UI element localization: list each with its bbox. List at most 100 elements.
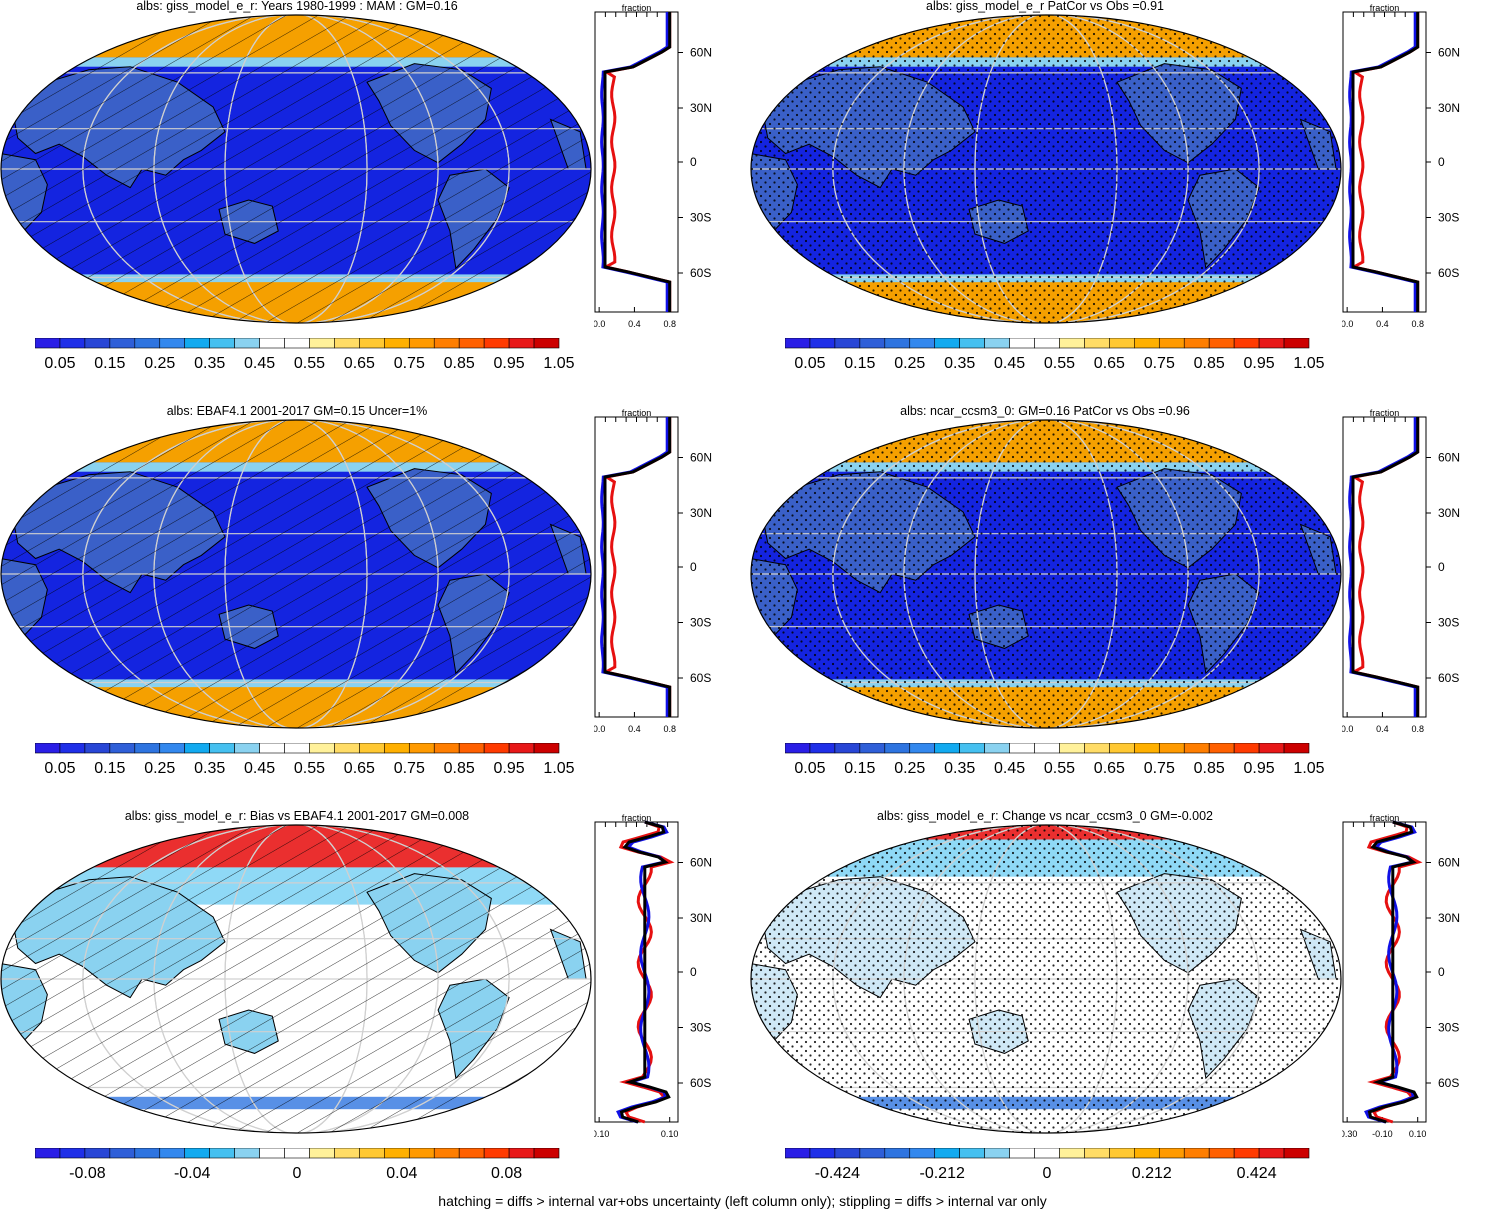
colorbar-swatch xyxy=(809,1148,836,1159)
colorbar-swatch xyxy=(84,743,111,754)
profile-tick-label: -0.10 xyxy=(594,1129,609,1139)
map-p4 xyxy=(750,419,1342,729)
profile-curve xyxy=(601,417,672,717)
colorbar-label: 0.65 xyxy=(344,760,375,777)
profile-tick-label: 0.8 xyxy=(1411,724,1424,734)
colorbar-swatch xyxy=(834,338,861,349)
colorbar-label: 0.04 xyxy=(386,1165,417,1182)
latitude-tick-label: 0 xyxy=(690,560,697,574)
colorbar-p5: -0.08 -0.04 0 0.04 0.08 xyxy=(35,1148,560,1182)
colorbar-swatch xyxy=(384,1148,410,1159)
map-p6 xyxy=(750,824,1342,1134)
colorbar-swatch xyxy=(309,743,335,754)
profile-tick-label: 0.8 xyxy=(1411,319,1424,329)
colorbar-swatch xyxy=(859,743,886,754)
colorbar-swatch xyxy=(1009,338,1035,349)
colorbar-label: 0 xyxy=(293,1165,302,1182)
profile-tick-label: 0.4 xyxy=(628,724,641,734)
colorbar-label: 0.75 xyxy=(1144,760,1175,777)
colorbar-label: 1.05 xyxy=(543,760,574,777)
profile-curve xyxy=(1367,820,1419,1124)
colorbar-label: 0.45 xyxy=(244,760,275,777)
colorbar-swatch xyxy=(433,338,460,349)
colorbar-swatch xyxy=(859,338,886,349)
colorbar-swatch xyxy=(109,1148,136,1159)
colorbar-swatch xyxy=(1158,338,1185,349)
colorbar-swatch xyxy=(234,338,260,349)
latitude-tick-label: 30S xyxy=(690,1021,711,1035)
profile-axis-label: fraction xyxy=(622,4,652,13)
colorbar-swatch xyxy=(1183,338,1210,349)
colorbar-label: 1.05 xyxy=(1293,355,1324,372)
colorbar-label: 0.95 xyxy=(1244,355,1275,372)
map-p3 xyxy=(0,419,592,729)
latitude-tick-label: 0 xyxy=(1438,155,1445,169)
colorbar-swatch xyxy=(159,743,186,754)
colorbar-swatch xyxy=(785,338,811,349)
colorbar-swatch xyxy=(1134,743,1160,754)
colorbar-label: 0.55 xyxy=(1044,355,1075,372)
colorbar-label: 0.65 xyxy=(1094,760,1125,777)
colorbar-swatch xyxy=(909,1148,936,1159)
colorbar-label: 0.55 xyxy=(294,760,325,777)
colorbar-label: 0.25 xyxy=(894,760,925,777)
colorbar-label: 1.05 xyxy=(1293,760,1324,777)
colorbar-label: 0.15 xyxy=(844,355,875,372)
profile-tick-label: 0.0 xyxy=(594,724,605,734)
colorbar-label: 0.45 xyxy=(994,760,1025,777)
latitude-tick-label: 0 xyxy=(690,965,697,979)
colorbar-swatch xyxy=(533,1148,560,1159)
colorbar-swatch xyxy=(35,743,61,754)
colorbar-label: 0.45 xyxy=(244,355,275,372)
latitude-tick-label: 30S xyxy=(690,211,711,225)
latitude-tick-label: 60S xyxy=(690,671,711,685)
colorbar-swatch xyxy=(884,338,911,349)
latitude-tick-label: 0 xyxy=(1438,560,1445,574)
colorbar-swatch xyxy=(433,1148,460,1159)
colorbar-swatch xyxy=(458,743,485,754)
profile-tick-label: 0.10 xyxy=(661,1129,679,1139)
colorbar-label: 0.55 xyxy=(1044,760,1075,777)
zonal-profile-p4: fraction 60N 30N 0 30S 60S 0.0 0.4 0.8 xyxy=(1342,409,1460,734)
colorbar-label: -0.424 xyxy=(815,1165,860,1182)
colorbar-label: 0.212 xyxy=(1132,1165,1172,1182)
colorbar-swatch xyxy=(483,743,510,754)
colorbar-swatch xyxy=(483,1148,510,1159)
colorbar-swatch xyxy=(359,1148,385,1159)
colorbar-swatch xyxy=(309,1148,335,1159)
profile-curve xyxy=(603,417,672,717)
colorbar-swatch xyxy=(359,338,385,349)
colorbar-swatch xyxy=(35,338,61,349)
latitude-tick-label: 30S xyxy=(1438,1021,1459,1035)
colorbar-swatch xyxy=(934,743,960,754)
colorbar-swatch xyxy=(184,338,210,349)
profile-tick-label: 0.0 xyxy=(594,319,605,329)
colorbar-swatch xyxy=(209,338,235,349)
profile-tick-label: 0.8 xyxy=(663,319,676,329)
latitude-tick-label: 60S xyxy=(690,1076,711,1090)
zonal-profile-p6: fraction 60N 30N 0 30S 60S -0.30 -0.10 0.10 xyxy=(1342,814,1460,1139)
zonal-profile-p3: fraction 60N 30N 0 30S 60S 0.0 0.4 0.8 xyxy=(594,409,712,734)
panel-title-p6: albs: giss_model_e_r: Change vs ncar_ccs… xyxy=(877,809,1213,823)
colorbar-swatch xyxy=(1059,1148,1085,1159)
colorbar-swatch xyxy=(1283,743,1310,754)
colorbar-swatch xyxy=(909,338,936,349)
colorbar-swatch xyxy=(384,338,410,349)
colorbar-swatch xyxy=(59,743,86,754)
colorbar-swatch xyxy=(859,1148,886,1159)
profile-tick-label: -0.10 xyxy=(1372,1129,1393,1139)
colorbar-label: -0.04 xyxy=(174,1165,211,1182)
colorbar-swatch xyxy=(984,743,1010,754)
colorbar-swatch xyxy=(533,743,560,754)
colorbar-label: 0.05 xyxy=(794,355,825,372)
latitude-tick-label: 30S xyxy=(1438,211,1459,225)
colorbar-swatch xyxy=(909,743,936,754)
colorbar-swatch xyxy=(209,1148,235,1159)
zonal-profile-p1: fraction 60N 30N 0 30S 60S 0.0 0.4 0.8 xyxy=(594,4,712,329)
latitude-tick-label: 30N xyxy=(690,101,712,115)
colorbar-swatch xyxy=(1258,743,1285,754)
colorbar-swatch xyxy=(59,338,86,349)
colorbar-swatch xyxy=(1009,743,1035,754)
footer-note: hatching = diffs > internal var+obs unce… xyxy=(438,1193,1047,1209)
colorbar-swatch xyxy=(884,1148,911,1159)
